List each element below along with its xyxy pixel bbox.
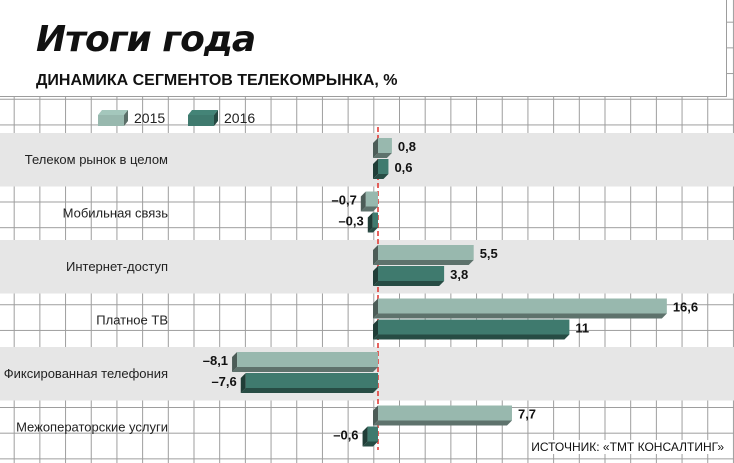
bar-2016 xyxy=(367,212,378,233)
value-labels: 0,8 –0,7 5,5 16,6 –8,1 7,7 0,6 –0,3 3,8 11 –7,6 –0,… xyxy=(203,139,698,443)
category-label: Фиксированная телефония xyxy=(4,366,168,381)
legend-swatch xyxy=(188,115,214,126)
bar-2015 xyxy=(232,352,378,372)
legend-swatch-top xyxy=(98,110,128,115)
bar-2015 xyxy=(373,245,474,265)
data-label: 5,5 xyxy=(480,246,498,261)
chart-title: Итоги года xyxy=(36,19,256,60)
category-label: Платное ТВ xyxy=(96,313,168,328)
data-label: –0,3 xyxy=(338,214,363,229)
bar-2016 xyxy=(373,266,445,286)
row-bands xyxy=(0,133,734,401)
data-label: 0,8 xyxy=(398,139,416,154)
data-label: –7,6 xyxy=(211,374,236,389)
data-label: –8,1 xyxy=(203,353,228,368)
data-label: 11 xyxy=(575,321,589,336)
bar-2015 xyxy=(373,138,392,158)
category-label: Межоператорские услуги xyxy=(16,420,168,435)
bar-2015 xyxy=(373,405,512,426)
bar-2016 xyxy=(362,426,378,447)
data-label: 7,7 xyxy=(518,407,536,422)
bar-2015 xyxy=(360,191,378,212)
legend-label: 2016 xyxy=(224,110,255,126)
legend: 2015 2016 xyxy=(98,110,255,126)
category-label: Телеком рынок в целом xyxy=(25,152,168,167)
row-band xyxy=(0,133,734,187)
category-label: Интернет-доступ xyxy=(66,259,168,274)
category-labels: Телеком рынок в целом Мобильная связь Инте… xyxy=(4,152,168,435)
header-panel: Итоги года ДИНАМИКА СЕГМЕНТОВ ТЕЛЕКОМРЫН… xyxy=(0,0,727,97)
bar-2015 xyxy=(373,298,667,319)
data-label: –0,6 xyxy=(333,428,358,443)
chart-subtitle: ДИНАМИКА СЕГМЕНТОВ ТЕЛЕКОМРЫНКА, % xyxy=(36,72,398,89)
row-band xyxy=(0,240,734,294)
bar-2016 xyxy=(373,319,570,340)
data-label: 16,6 xyxy=(673,300,698,315)
legend-swatch-side xyxy=(124,110,128,126)
legend-swatch-top xyxy=(188,110,218,115)
legend-item-2015: 2015 xyxy=(98,110,165,126)
legend-swatch xyxy=(98,115,124,126)
legend-label: 2015 xyxy=(134,110,165,126)
legend-item-2016: 2016 xyxy=(188,110,255,126)
bars xyxy=(232,138,667,447)
data-label: 0,6 xyxy=(394,160,412,175)
bar-2016 xyxy=(373,159,389,179)
source-note: ИСТОЧНИК: «ТМТ КОНСАЛТИНГ» xyxy=(529,440,726,455)
category-label: Мобильная связь xyxy=(63,206,169,221)
data-label: 3,8 xyxy=(450,267,468,282)
data-label: –0,7 xyxy=(332,193,357,208)
bar-2016 xyxy=(240,373,378,393)
legend-swatch-side xyxy=(214,110,218,126)
